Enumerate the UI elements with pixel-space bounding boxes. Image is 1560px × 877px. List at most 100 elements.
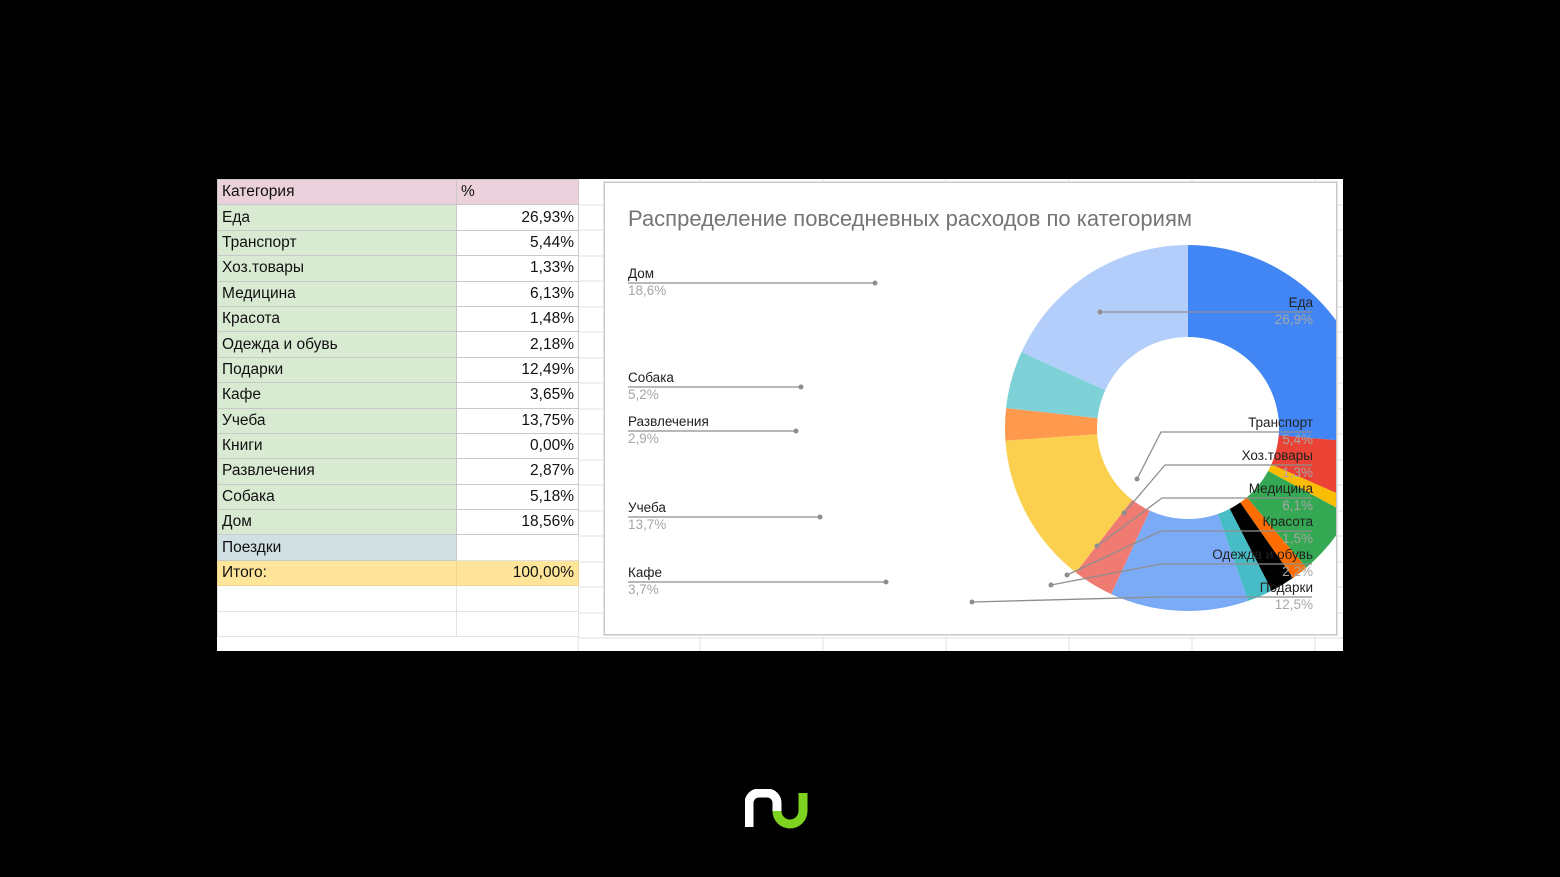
table-row-empty [217, 585, 579, 612]
category-cell[interactable]: Книги [217, 432, 457, 460]
empty-cell[interactable] [456, 585, 579, 612]
label-name: Еда [1288, 295, 1313, 310]
percent-cell[interactable]: 5,44% [456, 229, 579, 257]
header-percent-cell[interactable]: % [456, 179, 579, 206]
label-name: Кафе [628, 565, 662, 580]
header-category-cell[interactable]: Категория [217, 179, 457, 206]
label-transport: Транспорт 5,4% [1248, 414, 1313, 448]
donut-slices [1005, 245, 1336, 611]
slice-food[interactable] [1188, 245, 1336, 443]
label-name: Учеба [628, 500, 666, 515]
category-cell[interactable]: Медицина [217, 280, 457, 307]
label-gifts: Подарки 12,5% [1260, 579, 1313, 613]
empty-cell[interactable] [456, 610, 579, 638]
label-name: Дом [628, 266, 655, 281]
label-study: Учеба 13,7% [628, 499, 666, 533]
percent-cell[interactable]: 5,18% [456, 483, 579, 511]
donut-svg [628, 245, 1336, 611]
label-percent: 2,2% [1282, 564, 1313, 579]
table-row: Одежда и обувь 2,18% [217, 331, 579, 358]
table-row: Транспорт 5,44% [217, 229, 579, 257]
label-name: Транспорт [1248, 415, 1313, 430]
table-row: Хоз.товары 1,33% [217, 255, 579, 282]
table-row-total: Итого: 100,00% [217, 559, 579, 587]
category-cell[interactable]: Поездки [217, 534, 457, 561]
table-row: Еда 26,93% [217, 204, 579, 231]
slice-unlabeled[interactable] [1217, 508, 1272, 601]
label-percent: 13,7% [628, 517, 667, 532]
category-cell[interactable]: Кафе [217, 382, 457, 409]
category-cell[interactable]: Хоз.товары [217, 255, 457, 282]
label-percent: 3,7% [628, 582, 659, 597]
table-row: Дом 18,56% [217, 509, 579, 536]
percent-cell[interactable]: 13,75% [456, 407, 579, 434]
label-food: Еда 26,9% [1275, 294, 1313, 328]
category-cell[interactable]: Дом [217, 509, 457, 536]
percent-cell[interactable]: 2,18% [456, 331, 579, 358]
percent-cell[interactable]: 1,33% [456, 255, 579, 282]
label-home: Дом 18,6% [628, 265, 666, 299]
slice-study[interactable] [1005, 434, 1133, 573]
percent-cell[interactable]: 0,00% [456, 432, 579, 460]
empty-cell[interactable] [217, 585, 457, 612]
label-dog: Собака 5,2% [628, 369, 674, 403]
label-clothes: Одежда и обувь 2,2% [1212, 546, 1313, 580]
total-label-cell[interactable]: Итого: [217, 559, 457, 587]
label-percent: 2,9% [628, 431, 659, 446]
donut-chart[interactable]: Распределение повседневных расходов по к… [604, 182, 1337, 635]
slice-dog[interactable] [1006, 351, 1106, 419]
category-cell[interactable]: Учеба [217, 407, 457, 434]
label-beauty: Красота 1,5% [1262, 513, 1313, 547]
slice-beauty[interactable] [1240, 497, 1307, 578]
slice-medicine[interactable] [1246, 471, 1336, 568]
total-value-cell[interactable]: 100,00% [456, 559, 579, 587]
table-row: Медицина 6,13% [217, 280, 579, 307]
label-percent: 1,5% [1282, 531, 1313, 546]
label-fun: Развлечения 2,9% [628, 413, 709, 447]
slice-clothes[interactable] [1229, 502, 1294, 591]
slice-home[interactable] [1021, 245, 1188, 391]
table-row: Красота 1,48% [217, 305, 579, 333]
label-household: Хоз.товары 1,3% [1242, 447, 1313, 481]
category-cell[interactable]: Еда [217, 204, 457, 231]
slice-gifts[interactable] [1111, 510, 1249, 611]
empty-cell[interactable] [217, 610, 457, 638]
category-cell[interactable]: Одежда и обувь [217, 331, 457, 358]
category-cell[interactable]: Развлечения [217, 458, 457, 485]
percent-cell[interactable]: 1,48% [456, 305, 579, 333]
chart-title: Распределение повседневных расходов по к… [628, 206, 1192, 231]
percent-cell[interactable]: 6,13% [456, 280, 579, 307]
leader-lines [628, 282, 1312, 603]
label-percent: 18,6% [628, 283, 667, 298]
label-cafe: Кафе 3,7% [628, 564, 662, 598]
slice-transport[interactable] [1271, 435, 1336, 501]
label-name: Развлечения [628, 414, 709, 429]
category-cell[interactable]: Подарки [217, 356, 457, 384]
label-medicine: Медицина 6,1% [1249, 480, 1313, 514]
percent-cell[interactable] [456, 534, 579, 561]
label-percent: 5,4% [1282, 432, 1313, 447]
percent-cell[interactable]: 26,93% [456, 204, 579, 231]
label-name: Медицина [1248, 481, 1313, 496]
percent-cell[interactable]: 3,65% [456, 382, 579, 409]
label-percent: 1,3% [1282, 465, 1313, 480]
percent-cell[interactable]: 2,87% [456, 458, 579, 485]
slice-cafe[interactable] [1075, 499, 1150, 595]
label-percent: 5,2% [628, 387, 659, 402]
slice-fun[interactable] [1005, 408, 1098, 441]
table-row-empty [217, 610, 579, 638]
table-row-trips: Поездки [217, 534, 579, 561]
table-row: Развлечения 2,87% [217, 458, 579, 485]
table-row: Учеба 13,75% [217, 407, 579, 434]
percent-cell[interactable]: 18,56% [456, 509, 579, 536]
spreadsheet: Категория % Еда 26,93% Транспорт 5,44% Хоз… [217, 179, 1343, 651]
category-cell[interactable]: Транспорт [217, 229, 457, 257]
label-name: Собака [628, 370, 674, 385]
label-name: Красота [1262, 514, 1313, 529]
label-name: Подарки [1259, 580, 1313, 595]
category-table: Категория % Еда 26,93% Транспорт 5,44% Хоз… [217, 179, 579, 638]
slice-household[interactable] [1268, 464, 1336, 515]
category-cell[interactable]: Собака [217, 483, 457, 511]
category-cell[interactable]: Красота [217, 305, 457, 333]
percent-cell[interactable]: 12,49% [456, 356, 579, 384]
